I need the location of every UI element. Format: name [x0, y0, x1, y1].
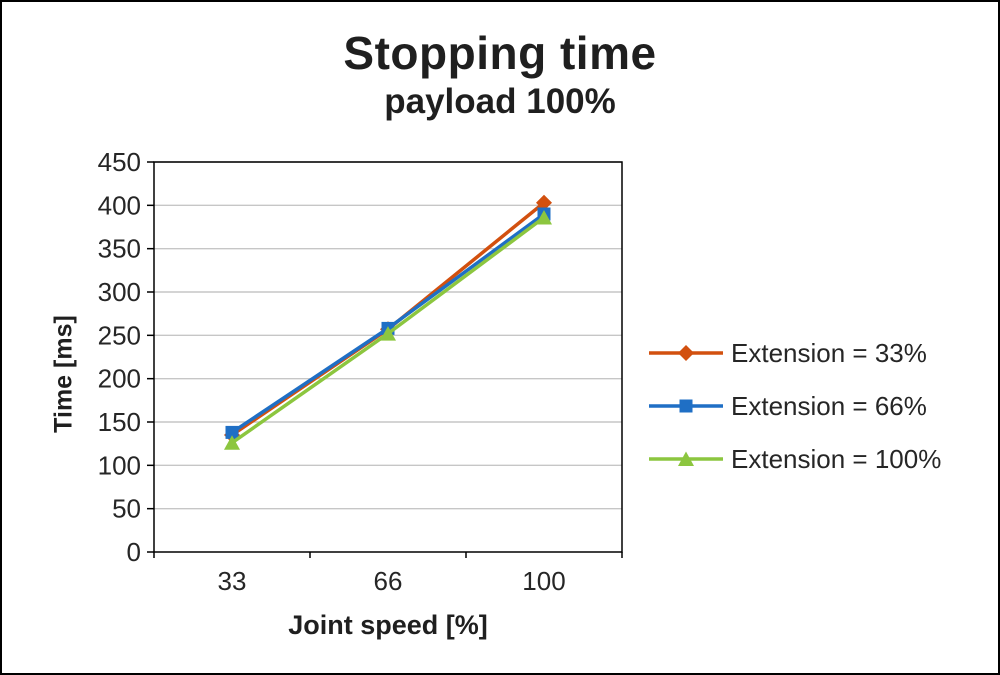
diamond-marker — [678, 345, 694, 361]
y-tick-label: 400 — [98, 190, 141, 220]
triangle-marker — [536, 209, 552, 225]
y-tick-label: 200 — [98, 364, 141, 394]
y-tick-label: 250 — [98, 320, 141, 350]
triangle-marker — [678, 451, 694, 466]
x-axis-title: Joint speed [%] — [288, 610, 488, 640]
legend-label: Extension = 33% — [731, 337, 927, 368]
plot-border — [153, 161, 623, 553]
chart-series-1 — [225, 207, 551, 439]
legend-label: Extension = 66% — [731, 390, 927, 421]
triangle-marker — [224, 435, 240, 450]
chart-subtitle: payload 100% — [384, 82, 616, 121]
y-tick-label: 50 — [112, 494, 141, 524]
diamond-marker — [536, 194, 552, 211]
y-axis-title: Time [ms] — [49, 315, 78, 433]
line-chart-plot: 0 50 100 150 200 250 300 350 400 450 33 66 100 — [98, 147, 623, 596]
square-marker — [225, 425, 239, 439]
x-category-label: 33 — [218, 566, 247, 596]
legend-swatch — [649, 451, 723, 466]
y-tick-label: 150 — [98, 407, 141, 437]
legend-item-1: Extension = 66% — [647, 390, 941, 421]
legend-item-2: Extension = 100% — [647, 443, 942, 474]
y-tick-label: 300 — [98, 277, 141, 307]
triangle-marker — [380, 326, 396, 341]
legend-swatch — [649, 399, 723, 413]
y-tick-label: 450 — [98, 147, 141, 177]
x-category-label: 100 — [522, 566, 565, 596]
y-tick-label: 350 — [98, 234, 141, 264]
y-tick-label: 100 — [98, 450, 141, 480]
x-category-label: 66 — [374, 566, 403, 596]
legend-swatch — [649, 345, 723, 361]
chart-title: Stopping time — [343, 27, 657, 79]
legend-item-0: Extension = 33% — [647, 337, 941, 368]
legend: Extension = 33% Extension = 66% Extension … — [647, 337, 942, 474]
legend-label: Extension = 100% — [731, 443, 942, 474]
y-tick-label: 0 — [127, 537, 141, 567]
square-marker — [679, 399, 693, 413]
chart-series-2 — [224, 209, 552, 450]
